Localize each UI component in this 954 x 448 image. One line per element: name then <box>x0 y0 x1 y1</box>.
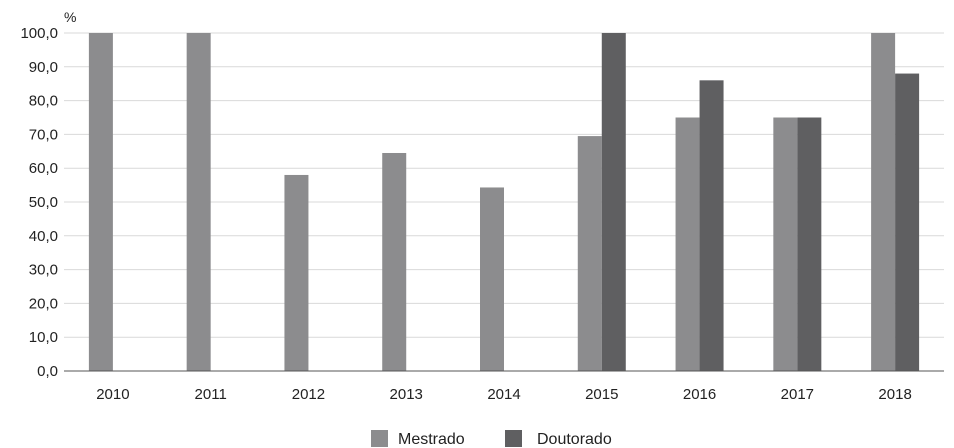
y-tick-label: 30,0 <box>29 262 58 279</box>
legend-label-doutorado: Doutorado <box>537 431 612 448</box>
x-tick-label: 2012 <box>292 386 325 403</box>
legend-swatch-doutorado <box>505 430 522 447</box>
y-tick-label: 0,0 <box>37 363 58 380</box>
bar-mestrado-2013 <box>382 153 406 371</box>
y-axis-unit-label: % <box>64 9 76 25</box>
bar-mestrado-2018 <box>871 33 895 371</box>
bar-mestrado-2015 <box>578 136 602 371</box>
bar-mestrado-2011 <box>187 33 211 371</box>
bar-doutorado-2018 <box>895 74 919 371</box>
y-tick-label: 90,0 <box>29 59 58 76</box>
y-tick-label: 10,0 <box>29 329 58 346</box>
x-tick-label: 2017 <box>781 386 814 403</box>
x-tick-label: 2014 <box>487 386 520 403</box>
x-tick-label: 2015 <box>585 386 618 403</box>
bar-doutorado-2015 <box>602 33 626 371</box>
bar-mestrado-2010 <box>89 33 113 371</box>
y-tick-label: 50,0 <box>29 194 58 211</box>
y-tick-label: 100,0 <box>20 25 58 42</box>
bar-mestrado-2012 <box>284 175 308 371</box>
legend: Mestrado Doutorado <box>371 430 612 448</box>
legend-swatch-mestrado <box>371 430 388 447</box>
bar-mestrado-2017 <box>773 118 797 372</box>
x-tick-label: 2013 <box>390 386 423 403</box>
bar-mestrado-2016 <box>676 118 700 372</box>
x-tick-label: 2018 <box>878 386 911 403</box>
y-tick-label: 80,0 <box>29 93 58 110</box>
bar-doutorado-2017 <box>797 118 821 372</box>
y-tick-label: 20,0 <box>29 295 58 312</box>
legend-label-mestrado: Mestrado <box>398 431 465 448</box>
x-tick-label: 2010 <box>96 386 129 403</box>
y-tick-label: 60,0 <box>29 160 58 177</box>
x-tick-label: 2016 <box>683 386 716 403</box>
y-tick-label: 70,0 <box>29 126 58 143</box>
bar-doutorado-2016 <box>700 80 724 371</box>
y-tick-label: 40,0 <box>29 228 58 245</box>
bar-mestrado-2014 <box>480 187 504 371</box>
x-tick-label: 2011 <box>195 386 227 403</box>
